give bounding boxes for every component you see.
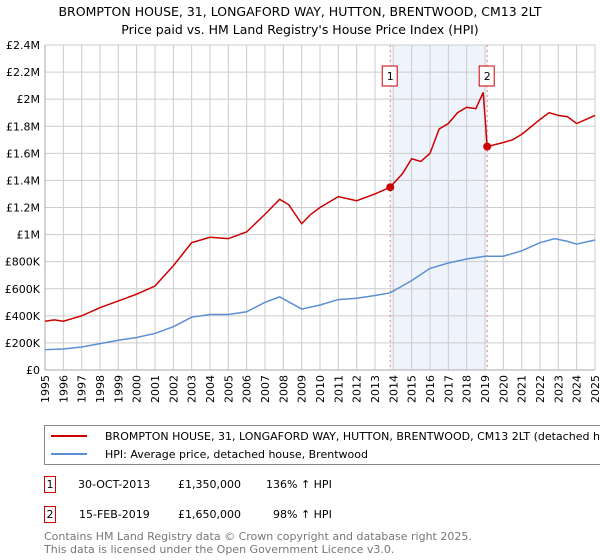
transaction-price: £1,650,000 bbox=[178, 508, 241, 521]
x-tick-label: 1997 bbox=[76, 375, 89, 403]
x-tick-label: 2016 bbox=[424, 375, 437, 403]
x-tick-label: 2009 bbox=[296, 375, 309, 403]
x-tick-label: 2019 bbox=[479, 375, 492, 403]
x-tick-label: 2005 bbox=[222, 375, 235, 403]
y-tick-label: £2.2M bbox=[6, 66, 40, 79]
legend: BROMPTON HOUSE, 31, LONGAFORD WAY, HUTTO… bbox=[44, 425, 600, 465]
x-tick-label: 2013 bbox=[369, 375, 382, 403]
y-tick-label: £2M bbox=[17, 93, 41, 106]
y-tick-label: £400K bbox=[5, 310, 41, 323]
transaction-date: 30-OCT-2013 bbox=[78, 478, 151, 491]
x-tick-label: 2017 bbox=[442, 375, 455, 403]
x-tick-label: 2018 bbox=[461, 375, 474, 403]
x-tick-label: 2003 bbox=[186, 375, 199, 403]
x-tick-label: 2008 bbox=[277, 375, 290, 403]
transaction-row: 1 30-OCT-2013 £1,350,000 136% ↑ HPI bbox=[44, 476, 444, 494]
y-tick-label: £1.8M bbox=[6, 120, 40, 133]
y-tick-label: £200K bbox=[5, 337, 41, 350]
x-tick-label: 2000 bbox=[131, 375, 144, 403]
x-tick-label: 2007 bbox=[259, 375, 272, 403]
x-tick-label: 2015 bbox=[406, 375, 419, 403]
x-tick-label: 1999 bbox=[112, 375, 125, 403]
x-tick-label: 2006 bbox=[241, 375, 254, 403]
legend-label-hpi: HPI: Average price, detached house, Bren… bbox=[105, 447, 368, 461]
x-tick-label: 2024 bbox=[571, 375, 584, 403]
x-tick-label: 2010 bbox=[314, 375, 327, 403]
footer: Contains HM Land Registry data © Crown c… bbox=[44, 530, 472, 556]
transaction-badge: 2 bbox=[44, 506, 56, 523]
x-tick-label: 1995 bbox=[39, 375, 52, 403]
y-tick-label: £0 bbox=[26, 364, 40, 377]
property-price-line bbox=[44, 92, 596, 323]
x-tick-label: 2002 bbox=[167, 375, 180, 403]
chart-subtitle: Price paid vs. HM Land Registry's House … bbox=[121, 22, 479, 37]
sale-marker bbox=[386, 183, 395, 192]
price-chart: 1995 1996 1997 1998 1999 2000 2001 2002 2003 2004… bbox=[5, 39, 600, 403]
x-tick-label: 2001 bbox=[149, 375, 162, 403]
transaction-hpi: 136% ↑ HPI bbox=[266, 478, 332, 491]
y-tick-label: £800K bbox=[5, 256, 41, 269]
footer-licence: This data is licensed under the Open Gov… bbox=[44, 543, 395, 556]
x-tick-label: 2014 bbox=[387, 375, 400, 403]
y-tick-label: £1.2M bbox=[6, 202, 40, 215]
hpi-line bbox=[44, 237, 596, 351]
x-tick-label: 2004 bbox=[204, 375, 217, 403]
annotation-badge bbox=[381, 65, 398, 87]
transaction-row: 2 15-FEB-2019 £1,650,000 98% ↑ HPI bbox=[44, 506, 444, 524]
x-tick-label: 2021 bbox=[516, 375, 529, 403]
x-tick-label: 2011 bbox=[332, 375, 345, 403]
transaction-price: £1,350,000 bbox=[178, 478, 241, 491]
annotation-label: 1 bbox=[387, 70, 394, 83]
legend-swatch-hpi bbox=[51, 453, 87, 455]
annotation-badge bbox=[478, 65, 495, 87]
y-tick-label: £600K bbox=[5, 283, 41, 296]
y-tick-label: £1.4M bbox=[6, 174, 40, 187]
footer-copyright: Contains HM Land Registry data © Crown c… bbox=[44, 530, 472, 543]
sale-marker bbox=[483, 142, 492, 151]
transaction-date: 15-FEB-2019 bbox=[79, 508, 150, 521]
y-tick-label: £1M bbox=[17, 229, 41, 242]
y-tick-label: £1.6M bbox=[6, 147, 40, 160]
x-tick-label: 1998 bbox=[94, 375, 107, 403]
annotation-label: 2 bbox=[484, 70, 491, 83]
transaction-badge: 1 bbox=[44, 476, 56, 493]
x-tick-label: 1996 bbox=[57, 375, 70, 403]
x-tick-label: 2020 bbox=[497, 375, 510, 403]
x-tick-label: 2025 bbox=[589, 375, 600, 403]
y-tick-label: £2.4M bbox=[6, 39, 40, 52]
x-tick-label: 2023 bbox=[552, 375, 565, 403]
legend-swatch-property bbox=[51, 435, 87, 437]
x-tick-label: 2012 bbox=[351, 375, 364, 403]
transaction-hpi: 98% ↑ HPI bbox=[273, 508, 332, 521]
chart-title: BROMPTON HOUSE, 31, LONGAFORD WAY, HUTTO… bbox=[58, 4, 542, 19]
x-tick-label: 2022 bbox=[534, 375, 547, 403]
legend-label-property: BROMPTON HOUSE, 31, LONGAFORD WAY, HUTTO… bbox=[105, 429, 600, 443]
